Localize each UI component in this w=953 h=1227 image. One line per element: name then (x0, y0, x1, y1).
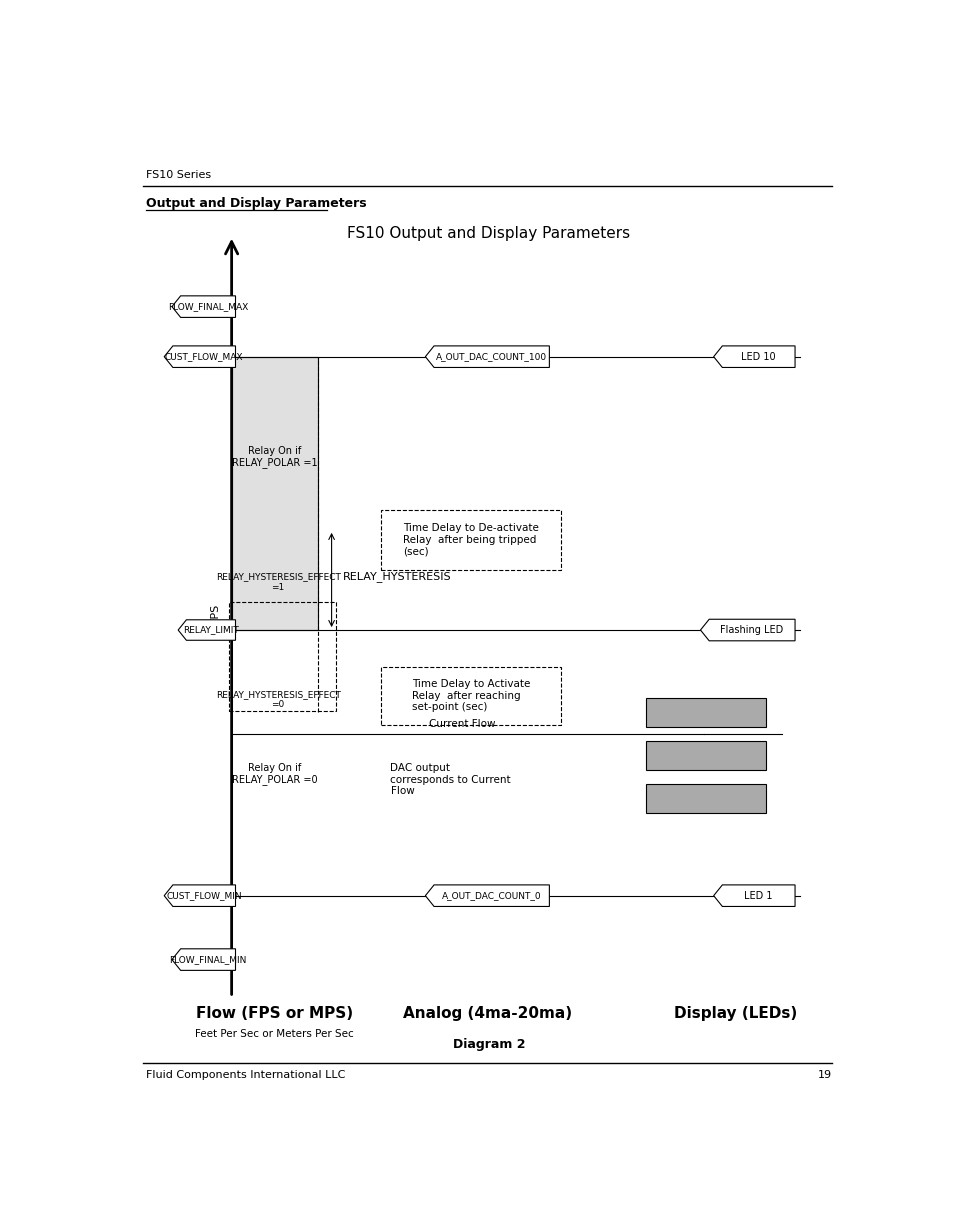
Polygon shape (164, 885, 235, 907)
Bar (232, 357, 318, 629)
Polygon shape (178, 620, 235, 640)
Text: Output and Display Parameters: Output and Display Parameters (146, 198, 367, 210)
Text: FLOW_FINAL_MAX: FLOW_FINAL_MAX (168, 302, 248, 312)
Text: Feet Per Sec or Meters Per Sec: Feet Per Sec or Meters Per Sec (194, 1029, 354, 1039)
Text: LED 10: LED 10 (740, 352, 775, 362)
Text: FS10 Series: FS10 Series (146, 171, 212, 180)
Text: Time Delay to De-activate
Relay  after being tripped
(sec): Time Delay to De-activate Relay after be… (403, 524, 538, 557)
Text: Display (LEDs): Display (LEDs) (673, 1006, 796, 1021)
Text: FPS: FPS (210, 602, 219, 623)
Polygon shape (713, 346, 794, 367)
Text: LED 1: LED 1 (743, 891, 772, 901)
Text: RELAY_HYSTERESIS: RELAY_HYSTERESIS (343, 571, 452, 582)
Text: Relay On if
RELAY_POLAR =1: Relay On if RELAY_POLAR =1 (232, 445, 317, 467)
Text: RELAY_LIMIT: RELAY_LIMIT (183, 626, 238, 634)
Bar (645, 698, 765, 728)
Polygon shape (425, 885, 549, 907)
Bar (381, 510, 560, 571)
Bar (229, 602, 335, 710)
Polygon shape (172, 296, 235, 318)
Text: Relay On if
RELAY_POLAR =0: Relay On if RELAY_POLAR =0 (232, 763, 317, 785)
Polygon shape (172, 948, 235, 971)
Text: Analog (4ma-20ma): Analog (4ma-20ma) (402, 1006, 572, 1021)
Text: Time Delay to Activate
Relay  after reaching
set-point (sec): Time Delay to Activate Relay after reach… (412, 680, 530, 713)
Polygon shape (425, 346, 549, 367)
Text: 19: 19 (818, 1070, 831, 1081)
Text: Flow (FPS or MPS): Flow (FPS or MPS) (195, 1006, 353, 1021)
Polygon shape (164, 346, 235, 367)
Bar (645, 784, 765, 814)
Text: CUST_FLOW_MIN: CUST_FLOW_MIN (166, 891, 242, 901)
Text: A_OUT_DAC_COUNT_100: A_OUT_DAC_COUNT_100 (436, 352, 547, 361)
Bar (645, 741, 765, 771)
Text: FLOW_FINAL_MIN: FLOW_FINAL_MIN (170, 955, 247, 964)
Text: CUST_FLOW_MAX: CUST_FLOW_MAX (165, 352, 243, 361)
Text: FS10 Output and Display Parameters: FS10 Output and Display Parameters (347, 226, 630, 240)
Text: DAC output
corresponds to Current
Flow: DAC output corresponds to Current Flow (390, 763, 511, 796)
Polygon shape (700, 620, 794, 640)
Text: Current Flow: Current Flow (428, 719, 495, 729)
Text: RELAY_HYSTERESIS_EFFECT
=1: RELAY_HYSTERESIS_EFFECT =1 (215, 573, 340, 591)
Text: Flashing LED: Flashing LED (720, 625, 783, 636)
Polygon shape (713, 885, 794, 907)
Text: A_OUT_DAC_COUNT_0: A_OUT_DAC_COUNT_0 (441, 891, 541, 901)
Text: Fluid Components International LLC: Fluid Components International LLC (146, 1070, 345, 1081)
Bar (381, 667, 560, 725)
Text: Diagram 2: Diagram 2 (453, 1038, 524, 1050)
Text: RELAY_HYSTERESIS_EFFECT
=0: RELAY_HYSTERESIS_EFFECT =0 (215, 690, 340, 709)
